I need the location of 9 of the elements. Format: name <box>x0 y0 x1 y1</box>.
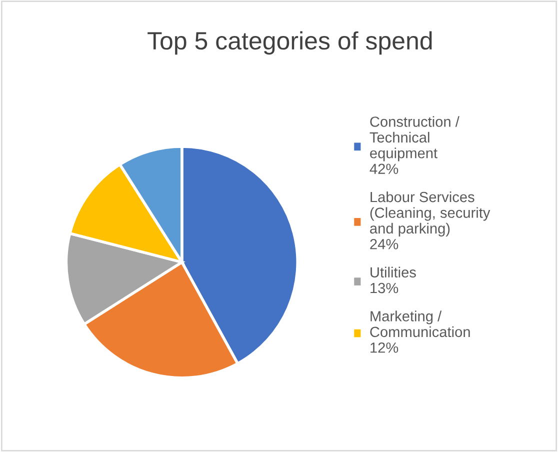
legend-label: Labour Services (Cleaning, security and parking) <box>370 191 490 236</box>
data-label: 42% <box>370 164 398 174</box>
data-label: 24% <box>370 238 398 250</box>
legend-label: Marketing / Communication <box>370 310 470 338</box>
legend-label: Construction / Technical equipment <box>370 116 460 162</box>
data-label: 12% <box>370 342 398 353</box>
chart-title: Top 5 categories of spend <box>148 31 432 55</box>
legend-label: Utilities <box>370 266 416 278</box>
data-label: 13% <box>370 282 398 294</box>
